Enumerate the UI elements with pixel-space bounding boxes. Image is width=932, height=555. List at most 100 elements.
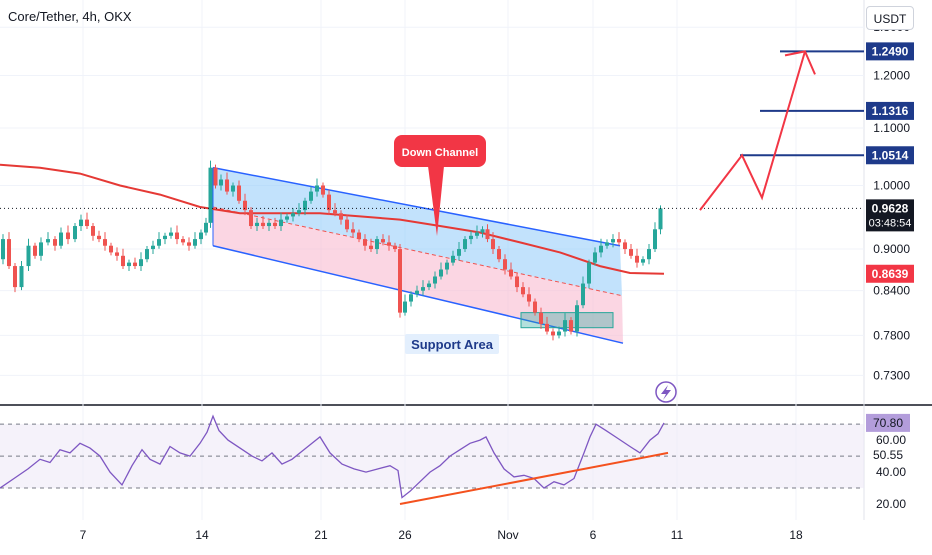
candle-body [409,294,413,302]
x-tick-label: 6 [590,528,597,542]
candle-body [46,239,50,243]
y-tick-label: 1.2000 [873,69,910,83]
candle-body [503,259,507,270]
candle-body [321,185,325,195]
channel-lower-fill [213,206,623,344]
current-price-badge: 0.9628 03:48:54 [866,199,914,232]
candle-body [539,312,543,324]
candle-body [515,276,519,288]
candle-body [433,276,437,284]
candle-body [457,249,461,256]
candle-body [315,185,319,192]
candle-body [231,185,235,192]
down-channel-callout: Down Channel [394,135,486,236]
candle-body [187,242,191,246]
candle-body [66,232,70,240]
projection-path [699,51,806,211]
rsi-tick-label: 20.00 [876,497,906,511]
candle-body [208,167,213,223]
ma-value-badge-text: 0.8639 [872,267,909,281]
candle-body [79,219,83,227]
candle-body [309,191,313,201]
candle-body [387,242,391,246]
target-price-badge: 1.1316 [866,101,914,120]
candle-body [415,290,419,295]
candle-body [557,331,561,336]
candle-body [593,252,597,263]
candle-body [273,222,277,227]
candle-body [73,226,77,240]
target-price-badge-bg [866,42,914,61]
rsi-value-badge: 50.55 [866,446,910,465]
candle-body [255,222,259,227]
candle-body [403,301,407,313]
current-price-badge-countdown: 03:48:54 [869,217,912,229]
candle-body [145,249,149,260]
rsi-value-badge: 70.80 [866,413,910,432]
callout-text: Down Channel [402,147,478,159]
y-tick-label: 0.8400 [873,284,910,298]
currency-button[interactable]: USDT [866,6,914,30]
candle-body [163,235,167,240]
x-tick-label: 11 [671,528,684,542]
candle-body [545,323,549,332]
candle-body [127,262,131,267]
candle-body [133,262,137,267]
candle-body [641,259,645,263]
candle-body [357,232,361,240]
candle-body [427,283,431,288]
candle-body [327,194,331,211]
candle-body [59,232,63,246]
callout-pointer [428,166,444,236]
candle-body [398,249,402,313]
candle-body [1,239,5,260]
candle-body [139,259,143,267]
candle-body [381,239,385,243]
candle-body [469,235,473,240]
candle-body [85,219,89,227]
candle-body [375,239,379,250]
candle-body [91,226,95,236]
current-price-badge-bg [866,199,914,232]
x-tick-label: 18 [789,528,803,542]
candle-body [345,219,349,230]
candle-body [527,294,531,302]
candle-body [26,245,31,267]
candle-body [157,239,161,246]
candle-body [521,287,525,295]
candle-body [225,179,229,192]
candle-body [333,210,337,214]
candle-body [369,245,373,250]
candle-body [267,222,271,227]
candle-body [587,262,591,284]
candle-body [635,255,639,263]
candle-body [653,229,657,250]
candle-body [563,320,567,332]
candle-body [175,232,179,240]
candle-body [33,245,37,256]
candle-body [575,305,579,332]
rsi-tick-label: 60.00 [876,433,906,447]
candle-body [169,232,173,236]
lightning-icon [655,381,677,403]
candle-body [279,219,283,227]
candle-body [658,208,663,230]
candle-body [599,245,603,253]
target-price-badge-bg [866,146,914,165]
target-price-badge-text: 1.1316 [872,104,909,118]
rsi-badge-bg [866,413,910,432]
target-price-badge-text: 1.2490 [872,44,909,58]
projection-arrowhead [784,50,816,75]
candle-body [7,239,11,267]
x-tick-label: 26 [398,528,412,542]
target-price-badge-text: 1.0514 [872,148,909,162]
candle-body [509,269,513,277]
candle-body [623,242,627,250]
candle-body [363,239,367,246]
candle-body [497,249,501,260]
candle-body [115,252,119,256]
candle-body [463,239,467,250]
candle-body [339,213,343,220]
support-area-text: Support Area [411,337,494,352]
